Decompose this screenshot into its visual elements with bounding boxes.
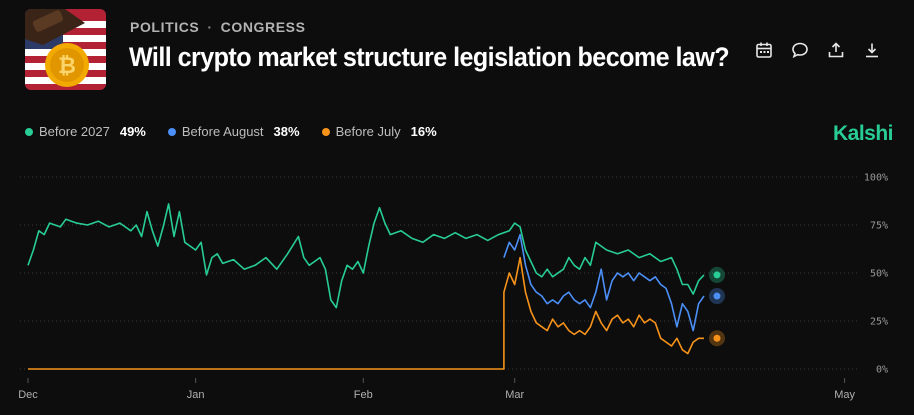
- breadcrumb-separator: ·: [207, 19, 213, 35]
- x-tick-label: Mar: [505, 389, 524, 401]
- y-tick-label: 50%: [870, 269, 888, 280]
- legend-item-before-august[interactable]: Before August 38%: [167, 124, 300, 139]
- share-button[interactable]: [824, 38, 848, 62]
- legend-dot-before-august: [167, 127, 176, 136]
- download-icon: [866, 43, 878, 58]
- legend-label: Before 2027: [39, 124, 110, 139]
- breadcrumb-subcategory[interactable]: CONGRESS: [220, 19, 306, 35]
- series-line-before-july[interactable]: [28, 256, 704, 370]
- y-tick-label: 100%: [864, 173, 888, 184]
- series-line-before-2027[interactable]: [27, 203, 705, 309]
- svg-text:₿: ₿: [58, 54, 76, 79]
- legend-item-before-july[interactable]: Before July 16%: [321, 124, 437, 139]
- legend-label: Before July: [335, 124, 401, 139]
- x-tick-label: Dec: [18, 389, 38, 401]
- y-axis-ticks: 100% 75% 50% 25% 0%: [864, 173, 888, 376]
- action-toolbar: [752, 38, 884, 62]
- comment-icon: [792, 42, 808, 59]
- legend-label: Before August: [181, 124, 264, 139]
- page-title: Will crypto market structure legislation…: [129, 42, 730, 72]
- x-tick-label: May: [834, 389, 855, 401]
- series-line-before-august[interactable]: [503, 233, 705, 332]
- series-end-point[interactable]: [713, 271, 721, 279]
- series-end-markers: [708, 266, 725, 347]
- download-button[interactable]: [860, 38, 884, 62]
- chart-legend: Before 2027 49% Before August 38% Before…: [25, 124, 437, 139]
- legend-value: 16%: [410, 124, 437, 139]
- calendar-icon: [756, 42, 772, 58]
- series-end-point[interactable]: [713, 292, 721, 300]
- share-icon: [828, 42, 844, 58]
- breadcrumb: POLITICS · CONGRESS: [130, 19, 306, 35]
- crypto-flag-image: ₿: [25, 9, 106, 90]
- x-axis-ticks: Dec Jan Feb Mar May: [18, 378, 855, 401]
- x-tick-label: Jan: [187, 389, 205, 401]
- breadcrumb-category[interactable]: POLITICS: [130, 19, 200, 35]
- kalshi-logo[interactable]: Kalshi: [833, 122, 894, 145]
- probability-chart[interactable]: 100% 75% 50% 25% 0% Dec Jan Feb Mar May: [0, 160, 914, 415]
- comment-button[interactable]: [788, 38, 812, 62]
- market-thumbnail: ₿: [25, 9, 106, 90]
- legend-value: 49%: [119, 124, 146, 139]
- y-tick-label: 75%: [870, 221, 888, 232]
- series-end-point[interactable]: [713, 334, 721, 342]
- x-tick-label: Feb: [354, 389, 373, 401]
- legend-dot-before-2027: [25, 127, 33, 136]
- y-tick-label: 0%: [876, 365, 888, 376]
- legend-dot-before-july: [321, 127, 330, 136]
- calendar-button[interactable]: [752, 38, 776, 62]
- y-tick-label: 25%: [870, 317, 888, 328]
- series-lines: [27, 203, 705, 370]
- grid-lines: [20, 176, 858, 370]
- legend-item-before-2027[interactable]: Before 2027 49%: [25, 124, 146, 139]
- legend-value: 38%: [273, 124, 300, 139]
